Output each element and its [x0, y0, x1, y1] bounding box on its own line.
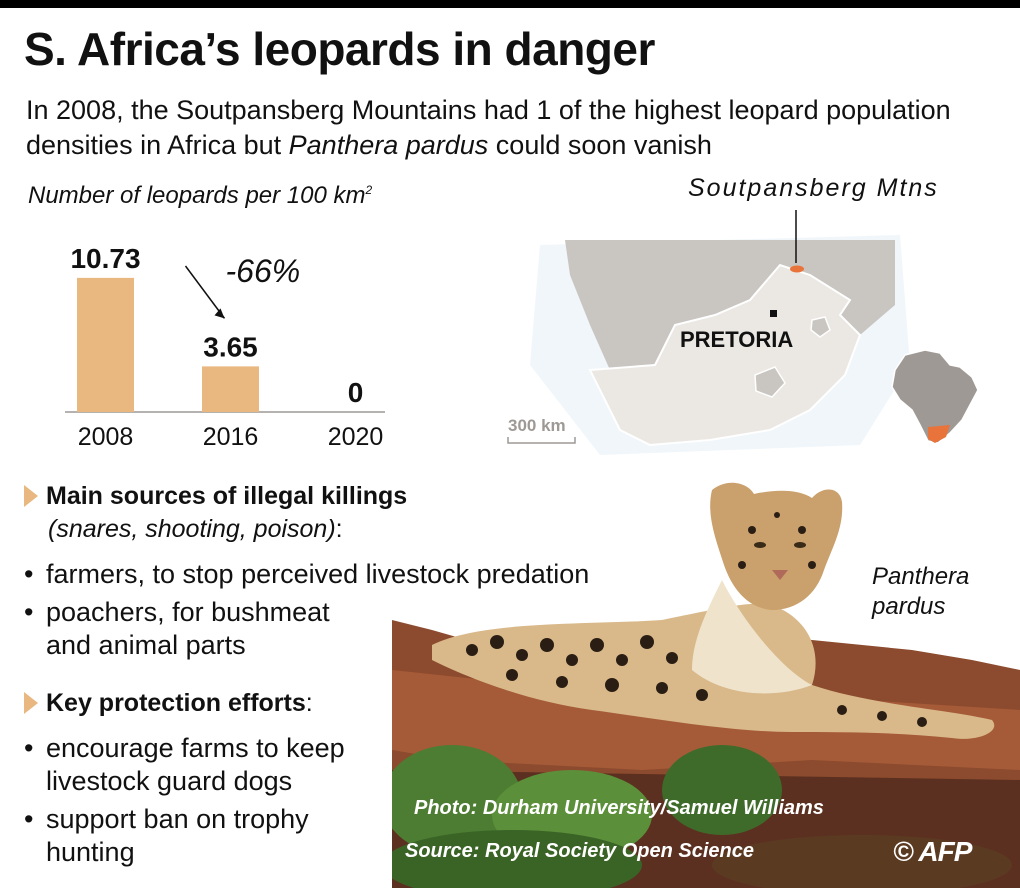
leopard-chest [692, 580, 812, 694]
pretoria-marker [770, 310, 777, 317]
killings-subheading: (snares, shooting, poison): [48, 515, 343, 544]
change-arrow-head [214, 308, 225, 319]
protection-item: • support ban on trophy [24, 802, 309, 836]
pretoria-label: PRETORIA [680, 327, 793, 352]
killings-item-continuation: and animal parts [24, 628, 246, 662]
killings-heading: Main sources of illegal killings [24, 482, 407, 511]
bar [202, 366, 259, 412]
protection-item-text: hunting [46, 837, 135, 867]
protection-item-text: encourage farms to keep [46, 733, 345, 763]
killings-item: • farmers, to stop perceived livestock pr… [24, 557, 589, 591]
triangle-bullet-icon [24, 485, 38, 507]
soutpansberg-label: Soutpansberg Mtns [688, 174, 939, 202]
afp-logo: © AFP [893, 836, 972, 867]
bullet-dot-icon: • [24, 804, 34, 834]
protection-item-text: support ban on trophy [46, 804, 309, 834]
species-line1: Panthera [872, 563, 970, 590]
lesotho-shape [754, 366, 786, 398]
bar [77, 277, 134, 412]
leopard-spots [466, 512, 927, 727]
bullet-dot-icon: • [24, 733, 34, 763]
leopard-eye [754, 542, 766, 548]
killings-item: • poachers, for bushmeat [24, 595, 330, 629]
foliage-blob [392, 830, 642, 888]
africa-inset-shape [891, 349, 979, 444]
africa-inset [891, 349, 979, 444]
killings-heading-text: Main sources of illegal killings [46, 482, 408, 510]
bar-value-label: 3.65 [203, 331, 258, 362]
source-credit: Source: Royal Society Open Science [405, 840, 755, 862]
species-line2: pardus [872, 593, 946, 620]
triangle-bullet-icon [24, 692, 38, 714]
photo-credit: Photo: Durham University/Samuel Williams [414, 797, 824, 819]
chart-unit-sup: 2 [365, 183, 373, 197]
bar-value-label: 10.73 [70, 243, 140, 274]
africa-inset-sa [928, 425, 950, 443]
subtitle: In 2008, the Soutpansberg Mountains had … [26, 93, 986, 163]
subtitle-species: Panthera pardus [288, 130, 489, 160]
bar-value-label: 0 [348, 377, 364, 408]
change-annotation: -66% [226, 253, 301, 289]
protection-colon: : [305, 689, 313, 717]
killings-sub-text: (snares, shooting, poison) [48, 515, 336, 543]
leopard-photo [392, 482, 1020, 888]
subtitle-part2: could soon vanish [488, 130, 712, 160]
bar-chart: 10.73 2008 3.65 2016 0 2020 -66% [65, 243, 385, 451]
foliage-blob [392, 745, 522, 855]
subtitle-part1: In 2008, the Soutpansberg Mountains had … [26, 95, 951, 160]
scale-bar [507, 437, 576, 444]
change-arrow-line [184, 265, 226, 319]
protection-heading: Key protection efforts: [24, 689, 313, 718]
category-label: 2020 [328, 423, 384, 451]
protection-item-continuation: hunting [24, 835, 135, 869]
protection-heading-text: Key protection efforts [46, 689, 306, 717]
killings-colon: : [335, 515, 343, 543]
page-title: S. Africa’s leopards in danger [24, 23, 655, 75]
leopard-head [710, 482, 843, 610]
scale-label: 300 km [508, 416, 566, 435]
protection-item-continuation: livestock guard dogs [24, 764, 292, 798]
south-africa-shape [588, 263, 862, 447]
protection-item: • encourage farms to keep [24, 731, 345, 765]
foliage-blob [712, 835, 1012, 888]
eswatini-shape [810, 316, 831, 338]
species-label: Panthera pardus [872, 562, 969, 622]
leopard-nose [772, 570, 788, 580]
leopard-eye [794, 542, 806, 548]
foliage-blob [662, 745, 782, 835]
chart-unit-text: Number of leopards per 100 km [28, 182, 366, 209]
top-bar [0, 0, 1020, 8]
botswana-region [655, 240, 780, 365]
south-africa-map: PRETORIA 300 km [507, 210, 979, 455]
protection-item-text: livestock guard dogs [46, 766, 293, 796]
killings-item-text: farmers, to stop perceived livestock pre… [46, 559, 590, 589]
category-label: 2008 [78, 423, 134, 451]
bullet-dot-icon: • [24, 559, 34, 589]
killings-item-text: poachers, for bushmeat [46, 597, 330, 627]
chart-unit-label: Number of leopards per 100 km2 [28, 182, 372, 210]
mozambique-region [835, 240, 895, 335]
bullet-dot-icon: • [24, 597, 34, 627]
namibia-region [565, 240, 655, 370]
category-label: 2016 [203, 423, 259, 451]
killings-item-text: and animal parts [46, 630, 246, 660]
soutpansberg-marker [790, 265, 804, 273]
